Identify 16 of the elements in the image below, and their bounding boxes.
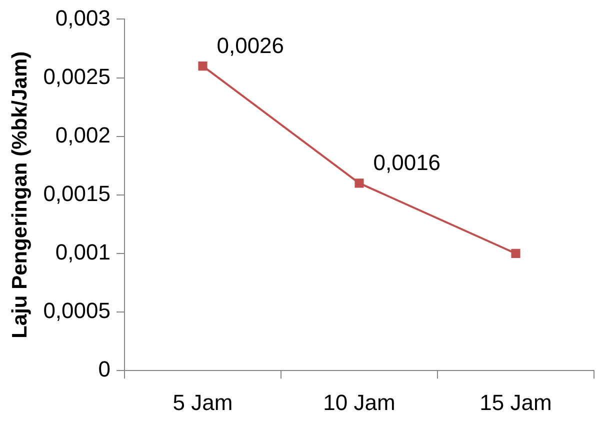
x-tick-label: 15 Jam	[480, 390, 552, 415]
point	[198, 62, 208, 71]
y-tick-label: 0,0015	[43, 180, 110, 206]
data-label: 0,0016	[373, 150, 441, 176]
x-tick-label: 10 Jam	[323, 390, 396, 415]
y-tick-label: 0,003	[55, 5, 110, 30]
point	[354, 178, 364, 188]
x-tick-label: 5 Jam	[172, 390, 233, 415]
y-tick-label: 0,002	[55, 122, 110, 148]
y-tick-label: 0,0025	[43, 64, 110, 89]
y-tick-label: 0,001	[55, 240, 110, 265]
y-axis-title: Laju Pengeringan (%bk/Jam)	[8, 51, 32, 338]
point	[511, 248, 520, 258]
data-label: 0,0026	[216, 33, 284, 58]
y-tick-label: 0	[98, 356, 110, 382]
y-tick-label: 0,0005	[43, 298, 110, 324]
